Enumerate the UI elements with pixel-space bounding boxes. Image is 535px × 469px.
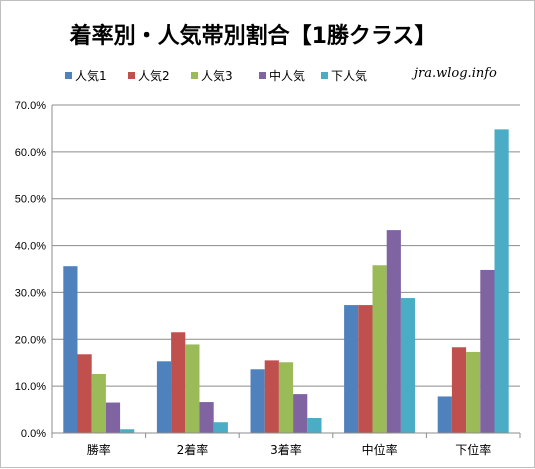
axes (51, 105, 521, 438)
bar (213, 422, 228, 433)
bar (293, 394, 308, 433)
bar (358, 305, 373, 433)
bar (63, 266, 78, 433)
bar (185, 344, 200, 433)
x-category-label: 中位率 (362, 442, 398, 457)
legend-swatch (259, 72, 266, 79)
bar (250, 369, 265, 433)
y-tick-label: 40.0% (15, 241, 46, 253)
bar (264, 360, 279, 433)
bar (307, 418, 322, 433)
y-tick-label: 60.0% (15, 147, 46, 159)
y-tick-label: 20.0% (15, 334, 46, 346)
bar (372, 265, 387, 433)
bar (437, 396, 452, 433)
legend-swatch (191, 72, 198, 79)
chart-title: 着率別・人気帯別割合【1勝クラス】 (69, 23, 437, 49)
x-axis-category-labels: 勝率 2着率 3着率 中位率 下位率 (87, 442, 491, 457)
bar (77, 354, 92, 433)
legend-swatch (128, 72, 135, 79)
bar (105, 402, 121, 433)
bars (63, 129, 509, 433)
bar (120, 429, 135, 433)
bar (386, 230, 401, 433)
x-category-label: 2着率 (177, 442, 209, 457)
y-tick-label: 0.0% (21, 428, 46, 440)
bar (494, 129, 509, 433)
legend-label: 中人気 (269, 68, 305, 83)
legend-label: 下人気 (331, 68, 367, 83)
bar (344, 305, 359, 433)
legend-label: 人気2 (138, 68, 170, 83)
y-tick-label: 50.0% (15, 194, 46, 206)
legend-label: 人気1 (75, 68, 107, 83)
bar (199, 402, 214, 433)
x-category-label: 3着率 (270, 442, 302, 457)
x-category-label: 勝率 (87, 442, 111, 457)
bar (156, 361, 172, 433)
legend-swatch (321, 72, 328, 79)
y-axis-tick-labels: 0.0% 10.0% 20.0% 30.0% 40.0% 50.0% 60.0% 70.0% (15, 100, 46, 440)
watermark-text: jra.wlog.info (411, 66, 497, 81)
bar (400, 298, 416, 433)
bar (451, 347, 467, 433)
y-tick-label: 10.0% (15, 381, 46, 393)
bar (480, 269, 495, 433)
bar (171, 332, 186, 433)
gridlines (52, 104, 520, 434)
bar (91, 373, 106, 433)
legend-label: 人気3 (201, 68, 233, 83)
y-tick-label: 70.0% (15, 100, 46, 112)
legend-swatch (65, 72, 72, 79)
y-tick-label: 30.0% (15, 287, 46, 299)
bar (466, 351, 481, 433)
legend: 人気1 人気2 人気3 中人気 下人気 (65, 68, 367, 83)
x-category-label: 下位率 (455, 442, 491, 457)
bar (278, 362, 294, 433)
